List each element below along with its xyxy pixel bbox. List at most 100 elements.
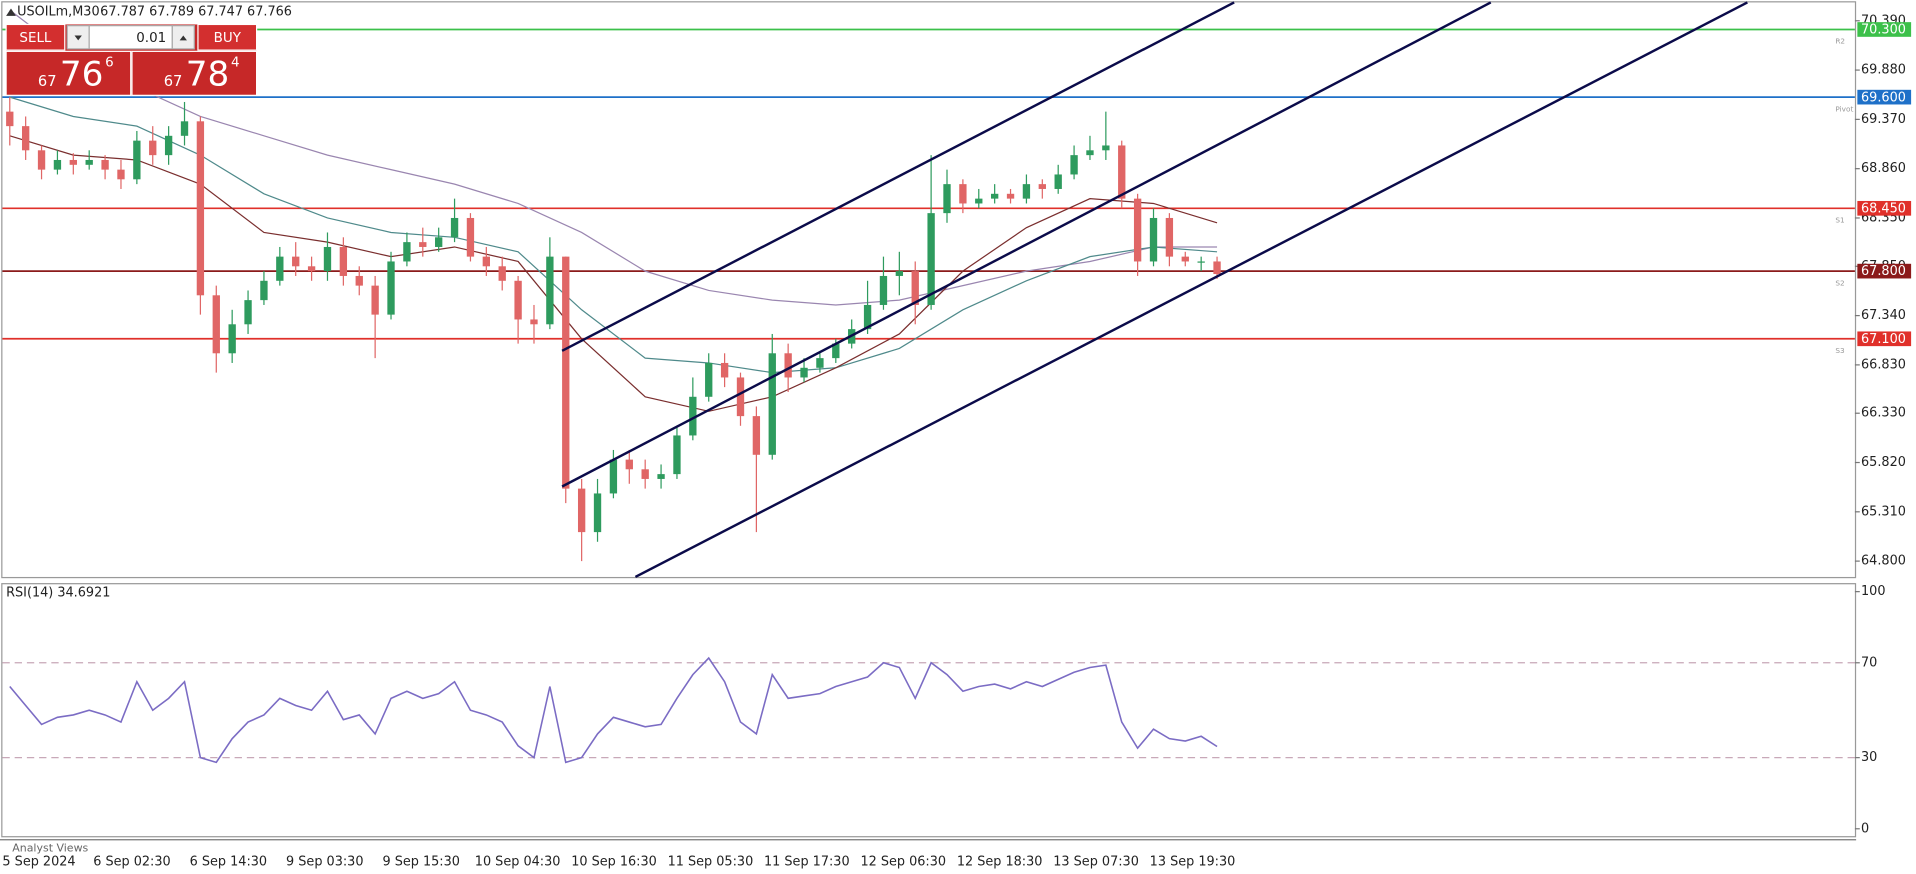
x-tick-label: 10 Sep 16:30 [571,854,657,869]
candle-body [562,256,570,489]
candle-body [863,304,872,330]
candle-body [69,159,77,165]
candle-body [911,271,919,305]
candle-body [975,198,983,204]
axes: 70.39069.88069.37068.86068.35067.85067.3… [2,13,1912,869]
sell-price-big: 76 [60,54,104,94]
candle-body [149,140,157,156]
level-tag [1857,263,1912,279]
sell-label[interactable]: SELL [19,31,52,46]
rsi-tick-label: 100 [1861,584,1885,599]
y-tick-label: 67.340 [1861,308,1906,323]
candle-body [164,135,173,156]
footer-tab[interactable]: Analyst Views [12,841,88,854]
sell-button[interactable] [5,23,66,51]
channel-top [561,1,1235,352]
level-label: 67.800 [1861,264,1906,279]
candle-body [355,275,363,286]
candle-body [244,300,252,325]
volume-value[interactable]: 0.01 [136,31,166,46]
candle-body [816,358,824,368]
level-label: 68.450 [1861,201,1906,216]
candle-body [482,256,490,267]
candle-body [419,242,427,247]
buy-price-head: 67 [164,73,183,90]
x-tick-label: 12 Sep 06:30 [860,854,946,869]
candle-body [577,488,586,533]
candle-body [435,237,443,247]
y-tick-label: 64.800 [1861,554,1906,569]
x-tick-label: 6 Sep 14:30 [190,854,267,869]
up-arrow [179,35,187,41]
candle-body [53,159,62,170]
buy-label[interactable]: BUY [214,31,242,46]
candle-body [736,377,745,417]
x-tick-label: 13 Sep 07:30 [1053,854,1139,869]
buy-price-box[interactable] [131,50,258,96]
candle-body [101,159,109,170]
sell-price-box[interactable] [5,50,132,96]
rsi-tick-label: 70 [1861,655,1877,670]
candle-body [371,285,379,315]
rsi-title: RSI(14) 34.6921 [6,585,110,600]
candle-body [21,126,30,151]
candle-body [180,121,189,136]
level-name: S2 [1835,278,1844,287]
candle-body [641,469,649,479]
candle-body [689,396,697,436]
candle-body [1133,198,1142,262]
candle-body [943,184,951,214]
candle-body [387,261,395,315]
candle-body [1054,174,1062,189]
candle-body [1006,193,1015,199]
level-name: R2 [1835,37,1845,46]
candle-body [959,184,967,204]
candle-body [1118,145,1126,199]
candle-body [927,213,935,305]
trade-panel: SELL 0.01 BUY 67 76 6 67 78 4 [5,23,258,96]
moving-average [9,135,1218,412]
rsi-tick-label: 30 [1861,750,1877,765]
candle-body [784,353,792,378]
candle-body [768,353,776,455]
candle-body [133,140,141,180]
y-tick-label: 69.370 [1861,112,1906,127]
rsi-tick-label: 0 [1861,821,1869,836]
level-label: 70.300 [1861,23,1906,38]
candle-body [6,111,14,127]
candle-body [339,246,348,276]
candle-body [450,217,459,238]
candle-body [593,493,602,533]
collapse-icon[interactable] [6,8,16,16]
level-label: 69.600 [1861,90,1906,105]
candle-body [85,159,93,165]
buy-button[interactable] [197,23,258,51]
level-tag [1857,200,1912,216]
candle-body [530,319,538,325]
candle-body [292,256,300,267]
candle-body [212,295,220,354]
x-tick-label: 9 Sep 15:30 [382,854,459,869]
candle-body [1086,150,1094,156]
candle-body [1022,184,1031,199]
candle-body [323,246,332,272]
candle-body [1070,155,1078,175]
rsi-panel [1,583,1857,838]
candle-body [498,266,506,281]
buy-price-tail: 4 [231,55,240,70]
channel [561,1,1748,579]
candle-body [1149,217,1158,262]
candle-body [895,271,904,276]
x-tick-label: 5 Sep 2024 [2,854,75,869]
moving-average [9,96,1218,374]
level-name: S1 [1835,216,1844,225]
ohlc-info: 67.787 67.789 67.747 67.766 [100,5,292,20]
candle-body [546,256,554,325]
y-tick-label: 68.860 [1861,161,1906,176]
candle-body [514,280,522,320]
y-tick-label: 65.820 [1861,455,1906,470]
candle-body [1197,261,1205,263]
candle-body [673,435,681,475]
channel-bottom [634,1,1748,579]
